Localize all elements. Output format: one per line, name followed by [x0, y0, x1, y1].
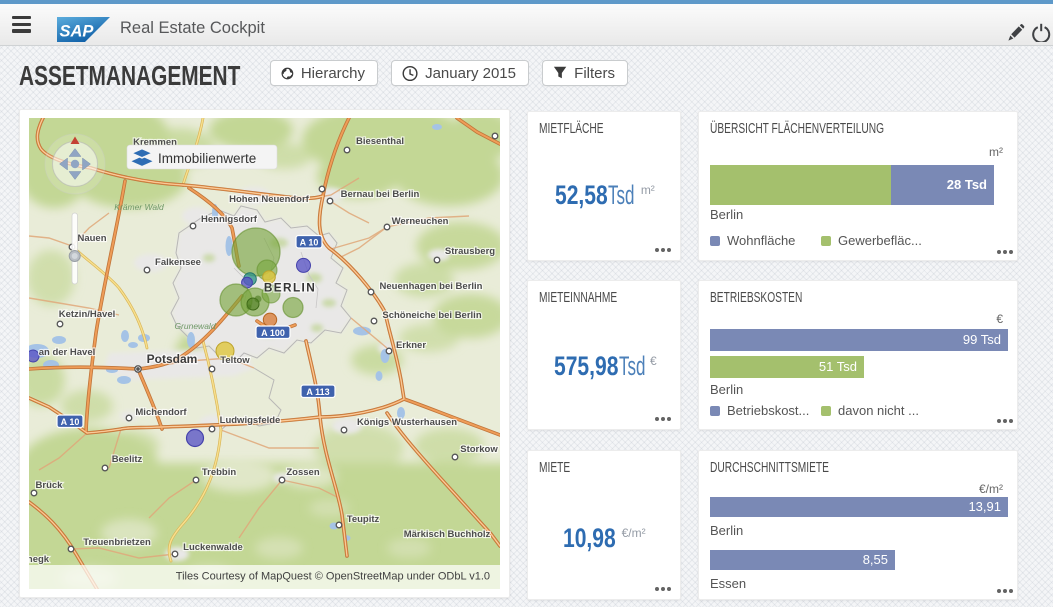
svg-text:Luckenwalde: Luckenwalde	[183, 542, 243, 553]
svg-text:Strausberg: Strausberg	[445, 246, 495, 257]
svg-text:Werneuchen: Werneuchen	[392, 216, 449, 227]
svg-text:Ludwigsfelde: Ludwigsfelde	[220, 415, 281, 426]
svg-text:Bernau bei Berlin: Bernau bei Berlin	[341, 189, 420, 200]
svg-text:Treuenbrietzen: Treuenbrietzen	[83, 537, 151, 548]
svg-text:Zossen: Zossen	[286, 467, 319, 478]
svg-text:A 113: A 113	[306, 387, 329, 397]
svg-text:Hennigsdorf: Hennigsdorf	[201, 214, 258, 225]
svg-text:SAP: SAP	[60, 23, 95, 41]
svg-text:Storkow: Storkow	[460, 444, 498, 455]
svg-text:Trebbin: Trebbin	[202, 467, 237, 478]
svg-text:Falkensee: Falkensee	[155, 257, 201, 268]
svg-text:A 10: A 10	[300, 238, 319, 248]
svg-text:Potsdam: Potsdam	[147, 352, 198, 366]
svg-text:Erkner: Erkner	[396, 340, 426, 351]
svg-text:Krämer Wald: Krämer Wald	[114, 202, 164, 212]
svg-text:Königs Wusterhausen: Königs Wusterhausen	[357, 417, 457, 428]
svg-text:Nauen: Nauen	[77, 233, 106, 244]
svg-text:Brück: Brück	[36, 480, 64, 491]
svg-text:Neuenhagen bei Berlin: Neuenhagen bei Berlin	[380, 281, 483, 292]
svg-text:Schöneiche bei Berlin: Schöneiche bei Berlin	[382, 310, 481, 321]
svg-text:negk: negk	[29, 554, 50, 565]
svg-text:Biesenthal: Biesenthal	[356, 136, 404, 147]
svg-text:Beelitz: Beelitz	[112, 454, 143, 465]
svg-text:Ketzin/Havel: Ketzin/Havel	[59, 309, 116, 320]
svg-text:Michendorf: Michendorf	[135, 407, 187, 418]
svg-text:Märkisch Buchholz: Märkisch Buchholz	[404, 529, 491, 540]
svg-text:Teltow: Teltow	[220, 355, 250, 366]
svg-text:Tiles Courtesy of MapQuest © O: Tiles Courtesy of MapQuest © OpenStreetM…	[176, 571, 490, 583]
svg-text:Immobilienwerte: Immobilienwerte	[158, 151, 256, 166]
svg-text:BERLIN: BERLIN	[264, 281, 316, 295]
svg-text:Hohen Neuendorf: Hohen Neuendorf	[229, 194, 310, 205]
svg-text:an der Havel: an der Havel	[39, 347, 96, 358]
svg-text:Grunewald: Grunewald	[174, 321, 215, 331]
svg-text:A 100: A 100	[261, 328, 285, 338]
svg-text:A 10: A 10	[61, 417, 80, 427]
svg-text:Teupitz: Teupitz	[347, 514, 380, 525]
